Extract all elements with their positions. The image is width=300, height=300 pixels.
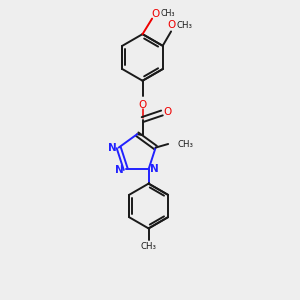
Text: N: N [116, 165, 124, 175]
Text: CH₃: CH₃ [176, 21, 192, 30]
Text: CH₃: CH₃ [141, 242, 157, 251]
Text: CH₃: CH₃ [160, 9, 175, 18]
Text: CH₃: CH₃ [177, 140, 193, 148]
Text: N: N [150, 164, 159, 174]
Text: O: O [167, 20, 176, 30]
Text: O: O [152, 8, 160, 19]
Text: O: O [138, 100, 147, 110]
Text: N: N [108, 142, 117, 153]
Text: O: O [163, 107, 171, 117]
